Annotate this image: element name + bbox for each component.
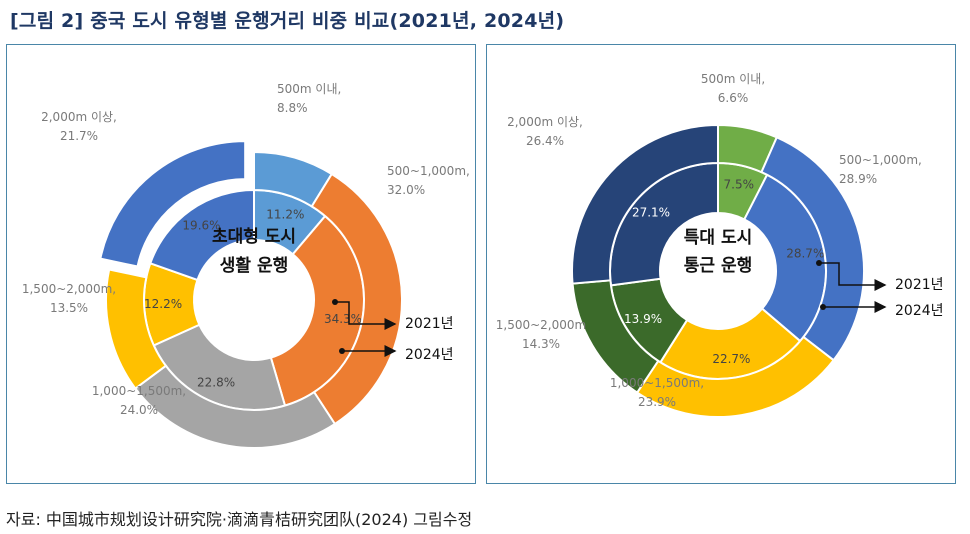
category-label-2-line-1: 23.9% <box>638 395 676 409</box>
inner-value-label-4: 19.6% <box>182 219 220 233</box>
inner-value-label-3: 12.2% <box>144 297 182 311</box>
center-label-line-1: 생활 운행 <box>220 255 288 276</box>
inner-value-label-2: 22.8% <box>197 376 235 390</box>
figure-title-prefix: [그림 2] <box>10 10 84 32</box>
category-label-2-line-0: 1,000~1,500m, <box>92 384 186 398</box>
category-label-3-line-1: 14.3% <box>522 337 560 351</box>
inner-value-label-0: 11.2% <box>266 208 304 222</box>
category-label-4-line-0: 2,000m 이상, <box>41 110 117 124</box>
category-label-4-line-1: 21.7% <box>60 129 98 143</box>
category-label-1-line-1: 32.0% <box>387 183 425 197</box>
legend-arrow-2021 <box>335 301 397 330</box>
chart-panel-mega-city: 7.5% 28.7% 22.7% 13.9% 27.1% 500m 이내, 6.6% 500~… <box>486 44 956 484</box>
legend-label-2024: 2024년 <box>405 347 454 363</box>
legend-arrow-2021 <box>819 262 887 291</box>
inner-value-label-0: 7.5% <box>724 177 755 191</box>
category-label-0-line-1: 6.6% <box>718 91 749 105</box>
category-label-3-line-0: 1,500~2,000m <box>496 318 586 332</box>
inner-value-label-1: 28.7% <box>786 247 824 261</box>
legend-dot-2024 <box>339 348 345 354</box>
legend-dot-2024 <box>820 304 826 310</box>
category-label-0-line-0: 500m 이내, <box>277 82 341 96</box>
source-note: 자료: 中国城市规划设计研究院·滴滴青桔研究团队(2024) 그림수정 <box>6 510 473 529</box>
center-label-line-0: 특대 도시 <box>684 228 752 248</box>
category-label-1-line-1: 28.9% <box>839 172 877 186</box>
center-label-line-0: 초대형 도시 <box>212 226 296 247</box>
legend-dot-2021 <box>332 299 338 305</box>
category-label-1-line-0: 500~1,000m, <box>839 153 922 167</box>
category-label-3-line-1: 13.5% <box>50 301 88 315</box>
chart-panel-super-large-city: 11.2% 34.3% 22.8% 12.2% 19.6% 500m 이내, 8.8% 500… <box>6 44 476 484</box>
figure-title-text: 중국 도시 유형별 운행거리 비중 비교(2021년, 2024년) <box>90 10 565 32</box>
figure-title: [그림 2] 중국 도시 유형별 운행거리 비중 비교(2021년, 2024년… <box>10 6 564 33</box>
legend-label-2021: 2021년 <box>405 316 454 332</box>
legend-label-2024: 2024년 <box>895 303 944 319</box>
inner-value-label-1: 34.3% <box>324 312 362 326</box>
inner-value-label-4: 27.1% <box>632 205 670 219</box>
category-label-3-line-0: 1,500~2,000m, <box>22 282 116 296</box>
legend-dot-2021 <box>816 260 822 266</box>
category-label-4-line-1: 26.4% <box>526 134 564 148</box>
category-label-1-line-0: 500~1,000m, <box>387 164 470 178</box>
category-label-0-line-0: 500m 이내, <box>701 72 765 86</box>
inner-value-label-3: 13.9% <box>624 312 662 326</box>
category-label-4-line-0: 2,000m 이상, <box>507 115 583 129</box>
center-label-line-1: 통근 운행 <box>684 256 752 276</box>
category-label-2-line-0: 1,000~1,500m, <box>610 376 704 390</box>
category-label-2-line-1: 24.0% <box>120 403 158 417</box>
slice-outer-3 <box>105 268 168 390</box>
inner-value-label-2: 22.7% <box>712 352 750 366</box>
legend-label-2021: 2021년 <box>895 277 944 293</box>
slice-outer-4 <box>571 123 719 285</box>
slice-outer-4 <box>99 140 247 268</box>
donut-chart-commute-trips: 7.5% 28.7% 22.7% 13.9% 27.1% 500m 이내, 6.6% 500~… <box>496 72 944 418</box>
category-label-0-line-1: 8.8% <box>277 101 308 115</box>
donut-chart-living-trips: 11.2% 34.3% 22.8% 12.2% 19.6% 500m 이내, 8.8% 500… <box>22 82 470 449</box>
